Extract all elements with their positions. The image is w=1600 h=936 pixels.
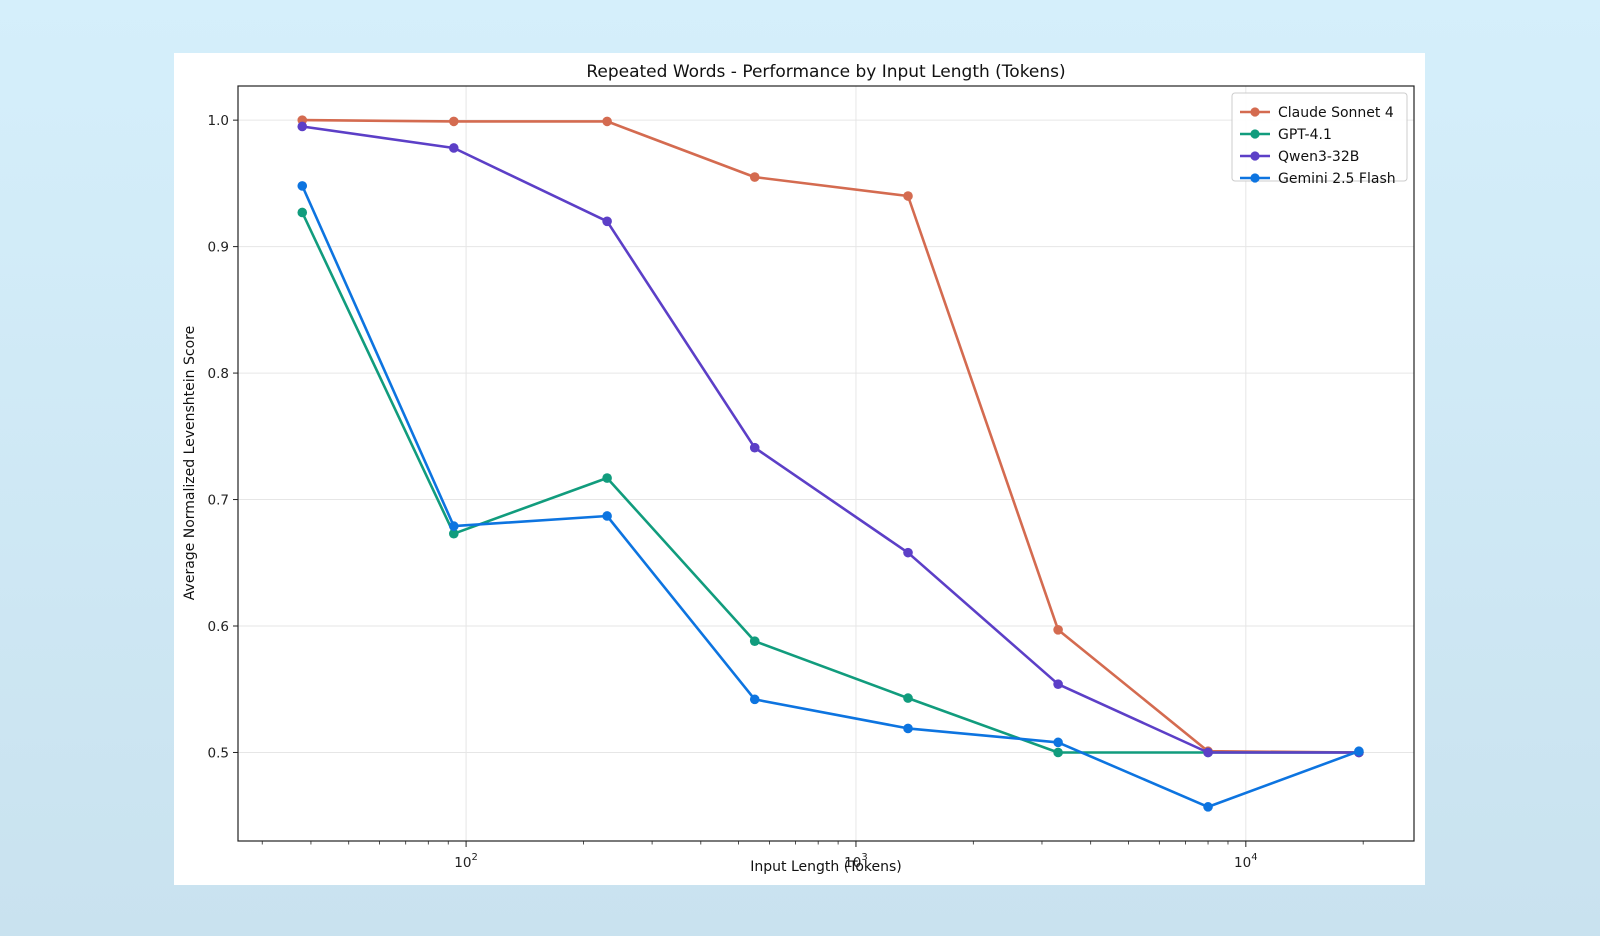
data-point [1053, 737, 1063, 748]
x-tick-label: 104 [1234, 852, 1258, 871]
data-point [1053, 679, 1063, 689]
y-tick-label: 0.8 [208, 366, 229, 382]
legend-item: Qwen3-32B [1240, 149, 1359, 165]
legend-label: Gemini 2.5 Flash [1278, 171, 1396, 187]
x-tick-base: 10 [844, 855, 861, 871]
data-point [448, 521, 459, 531]
x-tick-exponent: 3 [861, 852, 867, 863]
y-tick-label: 0.7 [208, 493, 229, 509]
x-tick-exponent: 2 [471, 852, 477, 863]
series-line [301, 125, 1361, 754]
series-line [301, 184, 1361, 809]
data-point [1053, 625, 1063, 635]
data-point [749, 442, 760, 453]
y-tick-label: 0.5 [208, 745, 229, 761]
x-axis-title: Input Length (Tokens) [750, 859, 902, 875]
data-point [749, 694, 760, 705]
legend-item: Gemini 2.5 Flash [1240, 171, 1396, 187]
data-point [602, 116, 612, 127]
data-point [749, 636, 760, 646]
series-gpt-4-1 [297, 207, 1364, 758]
legend-item: GPT-4.1 [1240, 127, 1332, 143]
data-point [1203, 802, 1213, 812]
legend-swatch-marker [1250, 173, 1260, 183]
y-axis-title: Average Normalized Levenshtein Score [182, 326, 198, 600]
legend-swatch-marker [1250, 107, 1260, 117]
data-point [602, 511, 612, 521]
line-chart: Repeated Words - Performance by Input Le… [182, 62, 1415, 875]
legend-label: Qwen3-32B [1278, 149, 1359, 165]
series-layer [297, 115, 1364, 812]
x-tick-base: 10 [1234, 855, 1251, 871]
data-point [903, 547, 913, 558]
grid-lines [238, 86, 1414, 841]
legend-swatch-marker [1250, 129, 1260, 139]
data-point [448, 528, 459, 539]
y-tick-label: 0.6 [208, 619, 229, 635]
data-point [1354, 746, 1364, 757]
y-tick-label: 0.9 [208, 240, 229, 256]
data-point [903, 191, 913, 201]
chart-title: Repeated Words - Performance by Input Le… [586, 62, 1065, 82]
series-line [301, 118, 1361, 754]
data-point [903, 723, 913, 734]
x-tick-exponent: 4 [1251, 852, 1257, 863]
legend-item: Claude Sonnet 4 [1240, 105, 1394, 121]
data-point [749, 172, 760, 182]
x-tick-label: 103 [844, 852, 868, 871]
data-point [1203, 747, 1213, 758]
data-point [448, 116, 459, 127]
x-tick-base: 10 [454, 855, 471, 871]
chart-figure: Repeated Words - Performance by Input Le… [174, 53, 1425, 885]
data-point [297, 121, 308, 132]
legend-label: Claude Sonnet 4 [1278, 105, 1394, 121]
y-tick-label: 1.0 [208, 113, 229, 129]
data-point [1053, 747, 1063, 758]
legend-box [1231, 92, 1408, 182]
series-qwen3-32b [297, 121, 1364, 758]
series-claude-sonnet-4 [297, 115, 1364, 758]
data-point [448, 143, 459, 153]
legend: Claude Sonnet 4 GPT-4.1 Qwen3-32B Gemini 2.… [1231, 92, 1408, 187]
x-tick-label: 102 [454, 852, 478, 871]
data-point [602, 473, 612, 483]
plot-frame [237, 85, 1415, 842]
series-line [301, 211, 1361, 754]
series-gemini-2-5-flash [297, 181, 1364, 812]
legend-swatch-marker [1250, 151, 1260, 161]
data-point [903, 693, 913, 703]
legend-label: GPT-4.1 [1278, 127, 1332, 143]
data-point [602, 216, 612, 227]
data-point [297, 181, 308, 191]
data-point [297, 207, 308, 218]
